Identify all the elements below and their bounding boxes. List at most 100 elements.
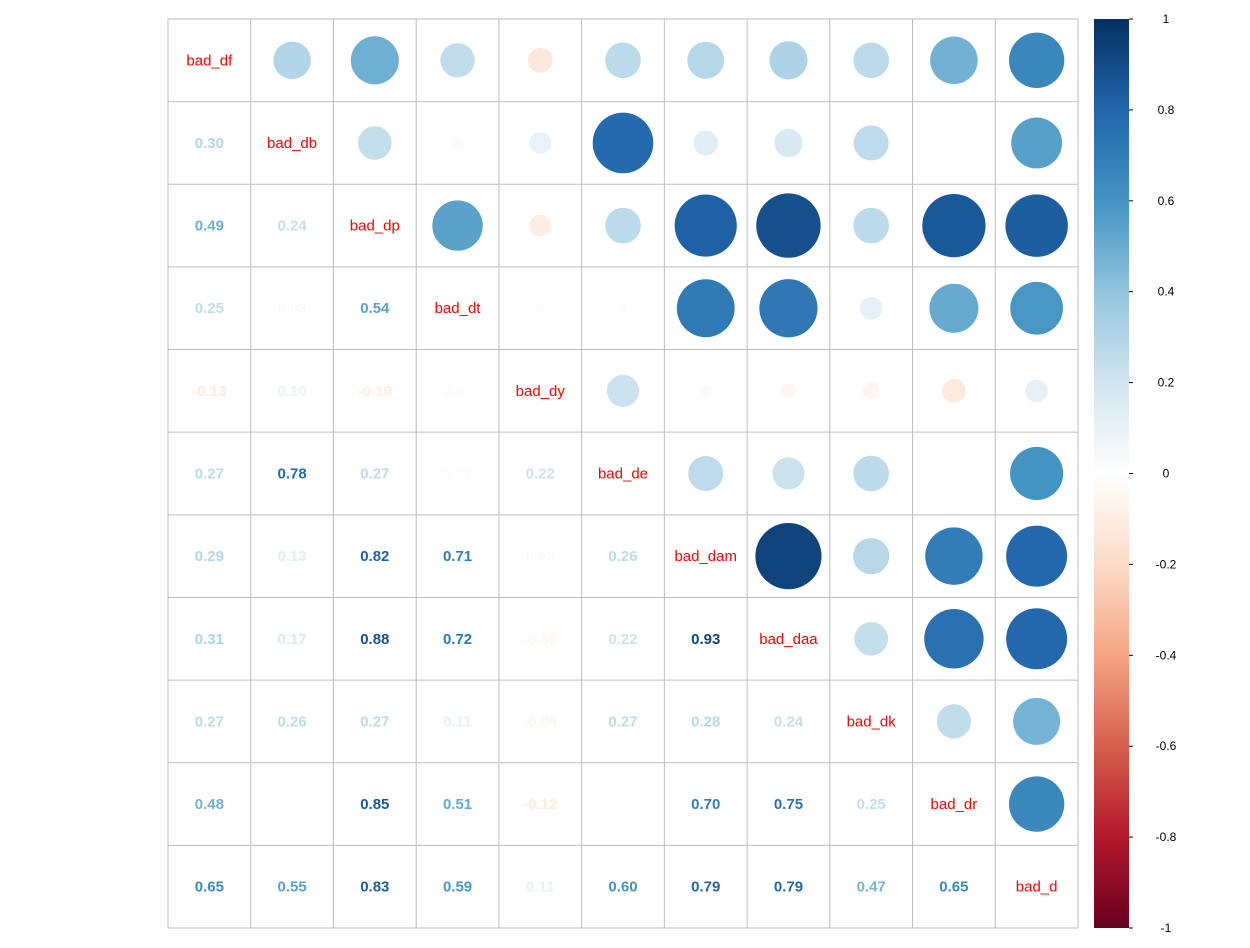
- corr-circle: [529, 132, 552, 154]
- corr-circle: [358, 126, 392, 160]
- corr-circle: [527, 47, 553, 73]
- corr-circle: [924, 609, 984, 669]
- corr-value: -0.10: [358, 383, 392, 400]
- corr-circle: [273, 41, 311, 80]
- colorbar: 1 0.8 0.6 0.4 0.2 0 -0.2 -0.4 -0.6 -0.8 -1: [1094, 12, 1177, 935]
- colorbar-tick-label: -0.2: [1156, 557, 1177, 571]
- corr-value: 0.75: [774, 796, 803, 813]
- colorbar-tick-label: 0.4: [1158, 285, 1175, 299]
- corr-value: 0.47: [857, 879, 886, 896]
- corr-circle: [1011, 117, 1063, 169]
- corr-circle: [1005, 194, 1068, 257]
- corr-circle: [451, 137, 464, 149]
- corr-value: 0.10: [277, 383, 306, 400]
- corr-value: 0.03: [526, 548, 555, 565]
- corr-value: 0.65: [195, 879, 224, 896]
- corr-value: 0.60: [608, 879, 637, 896]
- diagonal-label: bad_df: [186, 52, 233, 69]
- corr-value: 0.26: [608, 548, 637, 565]
- corr-circle: [853, 455, 890, 492]
- corr-value: 0.24: [277, 218, 307, 235]
- diagonal-label: bad_dr: [931, 796, 978, 813]
- diagonal-label: bad_de: [598, 466, 648, 483]
- corr-circle: [432, 200, 483, 251]
- diagonal-label: bad_daa: [759, 631, 818, 648]
- colorbar-tick-label: -0.4: [1156, 648, 1177, 662]
- corr-circle: [350, 36, 399, 85]
- corr-value: 0.11: [443, 713, 471, 730]
- colorbar-gradient: [1094, 19, 1129, 928]
- corr-value: 0.29: [195, 548, 224, 565]
- corr-value: 0.02: [443, 466, 472, 483]
- corr-value: 0.13: [277, 548, 306, 565]
- corr-circle: [1010, 446, 1064, 501]
- corr-value: 0.25: [195, 300, 224, 317]
- corr-circle: [759, 279, 818, 338]
- corr-circle: [780, 383, 797, 399]
- marks: bad_df 0.30 bad_db 0.49 0.24 bad_dp 0.25 0.03 0.…: [186, 32, 1068, 896]
- corr-circle: [674, 194, 737, 257]
- corr-circle: [854, 621, 888, 656]
- diagonal-label: bad_dp: [350, 218, 400, 235]
- corr-circle: [605, 42, 641, 79]
- diagonal-label: bad_dk: [847, 713, 897, 730]
- colorbar-tick-label: -0.6: [1156, 739, 1177, 753]
- corr-circle: [936, 704, 972, 739]
- corr-value: 0.27: [360, 466, 389, 483]
- colorbar-tick-label: -0.8: [1156, 830, 1177, 844]
- corr-value: 0.30: [195, 135, 224, 152]
- corr-value: 0.48: [195, 796, 224, 813]
- corr-circle: [769, 41, 808, 80]
- corr-value: 0.88: [360, 631, 389, 648]
- corr-circle: [1010, 281, 1063, 335]
- corr-circle: [618, 303, 628, 314]
- corr-value: -0.05: [523, 631, 557, 648]
- colorbar-tick-label: 0.6: [1158, 194, 1175, 208]
- corr-value: 0.51: [443, 796, 472, 813]
- colorbar-tick-label: 0.8: [1158, 103, 1175, 117]
- corr-circle: [605, 207, 641, 244]
- corr-circle: [1006, 608, 1068, 670]
- corr-value: 0.03: [277, 300, 306, 317]
- diagonal-label: bad_dam: [674, 548, 737, 565]
- corr-value: 0.82: [360, 548, 389, 565]
- corr-circle: [862, 382, 880, 400]
- corr-value: 0.83: [360, 879, 389, 896]
- corr-value: 0.02: [443, 383, 472, 400]
- colorbar-tick-label: 1: [1163, 12, 1170, 26]
- corr-value: 0.27: [608, 713, 637, 730]
- corr-value: 0.27: [195, 466, 224, 483]
- corr-circle: [676, 279, 735, 338]
- corr-circle: [440, 43, 475, 78]
- colorbar-tick-label: 0: [1163, 467, 1170, 481]
- corr-circle: [1008, 32, 1065, 88]
- corr-circle: [535, 303, 546, 314]
- corr-value: 0.79: [774, 879, 803, 896]
- corr-circle: [755, 523, 822, 590]
- corr-value: 0.27: [360, 713, 389, 730]
- corr-circle: [774, 128, 803, 158]
- corr-value: 0.49: [195, 218, 224, 235]
- corr-circle: [1006, 525, 1068, 587]
- corr-circle: [699, 384, 712, 397]
- corr-circle: [687, 41, 725, 79]
- colorbar-tick-label: 0.2: [1158, 376, 1175, 390]
- corr-circle: [772, 457, 805, 490]
- corr-value: 0.28: [691, 713, 720, 730]
- diagonal-label: bad_db: [267, 135, 317, 152]
- corr-circle: [853, 207, 890, 244]
- corr-value: 0.59: [443, 879, 472, 896]
- corr-circle: [688, 456, 724, 491]
- corr-value: 0.78: [277, 466, 306, 483]
- corr-value: 0.54: [360, 300, 390, 317]
- corr-value: 0.22: [526, 466, 555, 483]
- corr-value: 0.27: [195, 713, 224, 730]
- corr-value: -0.06: [523, 713, 557, 730]
- corr-circle: [592, 112, 654, 174]
- corr-circle: [606, 374, 640, 407]
- corr-value: 0.65: [939, 879, 968, 896]
- corr-value: 0.17: [277, 631, 306, 648]
- corr-value: 0.24: [774, 713, 804, 730]
- corr-value: 0.26: [277, 713, 306, 730]
